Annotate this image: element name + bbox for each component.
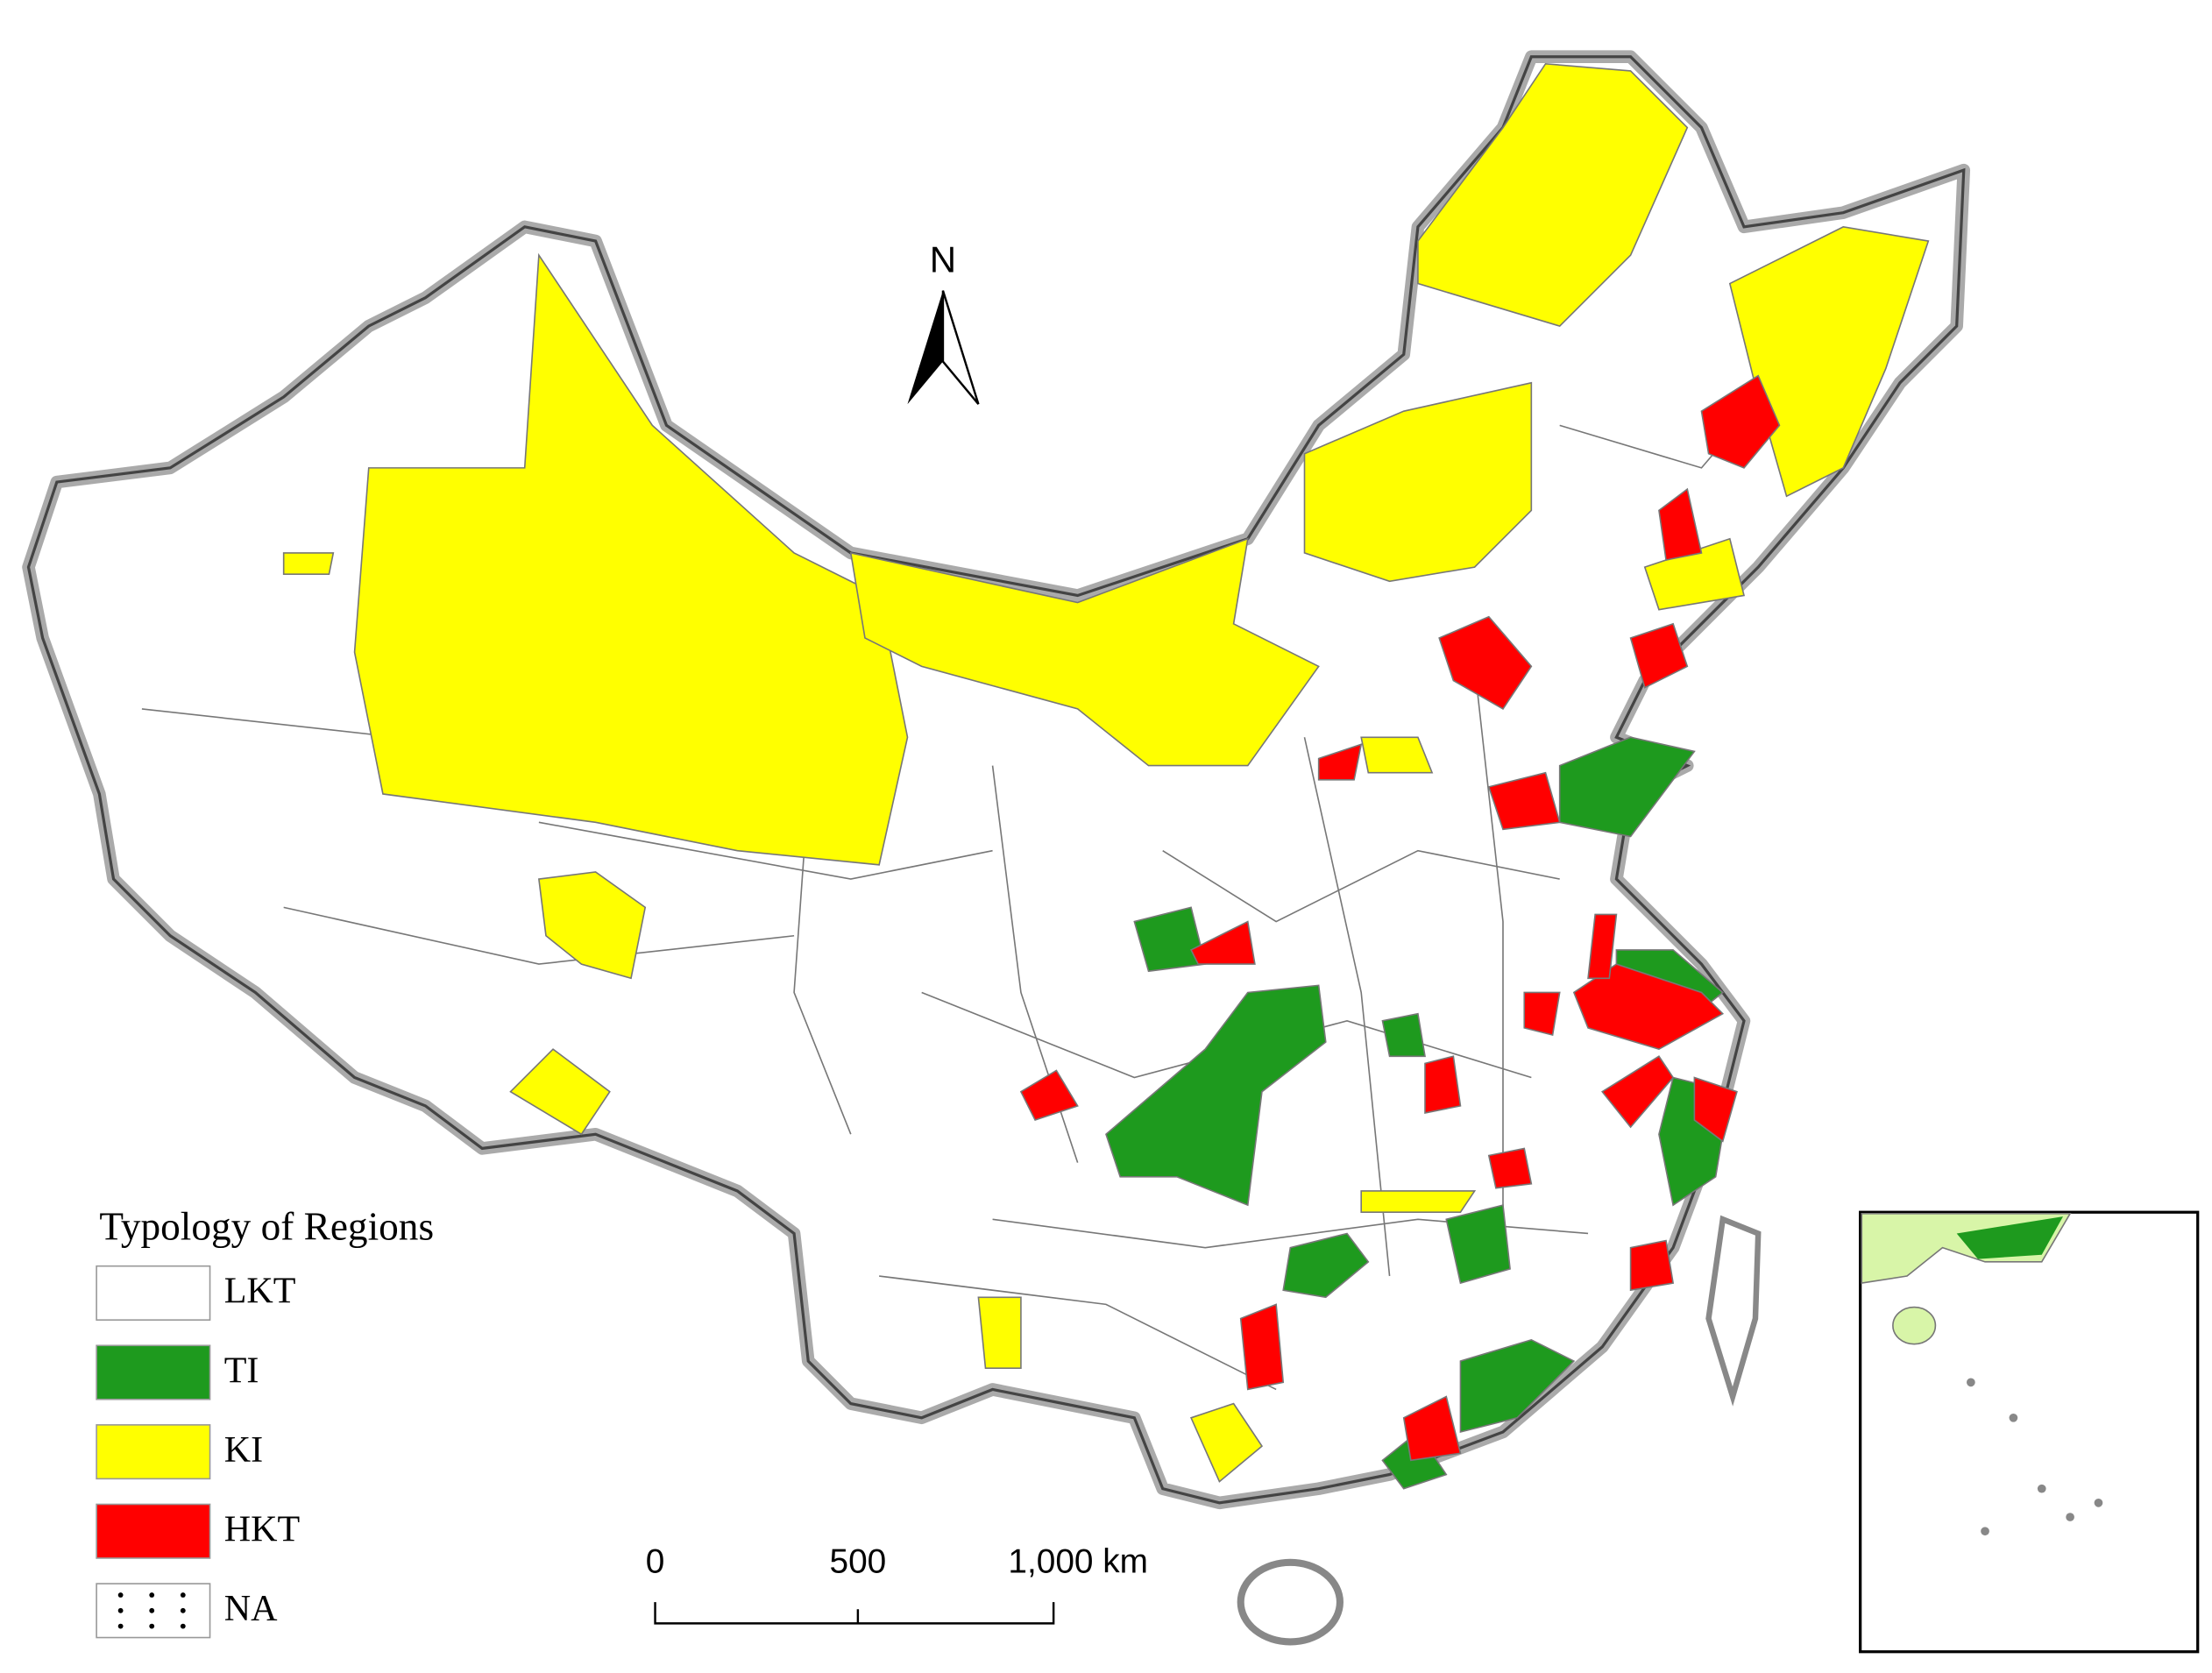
legend-title: Typology of Regions [99, 1205, 434, 1249]
scale-label: 1,000 km [1008, 1543, 1148, 1581]
north-label: N [930, 238, 956, 280]
legend-dot [180, 1623, 186, 1629]
inset-map [1859, 1210, 2200, 1654]
legend-label: KI [224, 1430, 263, 1471]
legend-swatch [96, 1424, 211, 1480]
north-arrow: N [907, 238, 980, 405]
scale-label: 500 [830, 1543, 887, 1581]
legend: Typology of Regions LKT TI KI HKT NA [96, 1205, 434, 1639]
legend-label: NA [224, 1589, 278, 1629]
scale-bar: 0 500 1,000 km [646, 1543, 1148, 1625]
legend-dot [117, 1592, 124, 1598]
legend-label: TI [224, 1350, 259, 1391]
legend-dot [180, 1607, 186, 1613]
legend-swatch [96, 1503, 211, 1559]
legend-swatch [96, 1344, 211, 1400]
legend-label: LKT [224, 1272, 296, 1312]
legend-dot [149, 1607, 155, 1613]
ki-regions [282, 62, 1930, 1483]
country-outline [22, 50, 1971, 1646]
hkt-regions [1019, 374, 1781, 1462]
legend-dot [117, 1623, 124, 1629]
legend-swatch [96, 1265, 211, 1321]
scale-label: 0 [646, 1543, 665, 1581]
legend-dot [180, 1592, 186, 1598]
legend-label: HKT [224, 1509, 300, 1549]
legend-dot [149, 1623, 155, 1629]
legend-dot [149, 1592, 155, 1598]
legend-dot [117, 1607, 124, 1613]
